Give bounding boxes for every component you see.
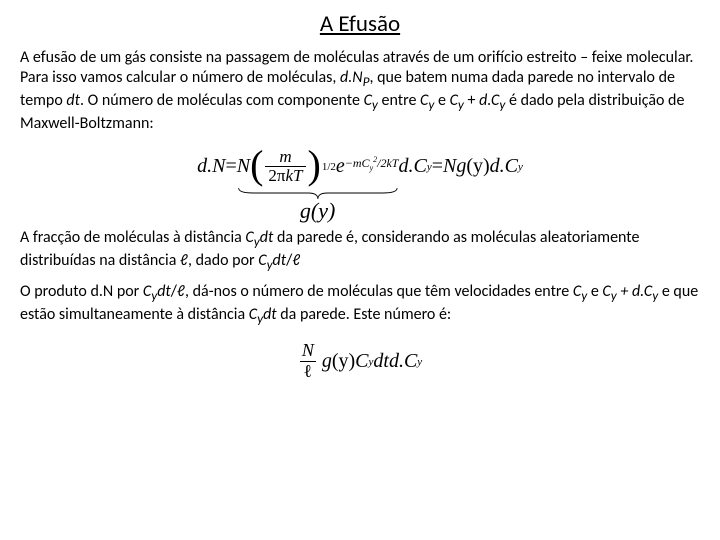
- p3-dt1: dt: [260, 228, 274, 247]
- paragraph-1: A efusão de um gás consiste na passagem …: [20, 48, 700, 134]
- p3-c1: C: [245, 228, 253, 247]
- eq1-frac-num: m: [276, 148, 294, 167]
- eq2-C: C: [355, 350, 368, 373]
- eq2-yarg: (y): [332, 350, 355, 373]
- eq1-frac-den: 2πkT: [265, 166, 305, 186]
- eq1-dcy2: d.C: [490, 155, 518, 178]
- equation-2: N ℓ g(y)Cydtd.Cy: [20, 339, 700, 382]
- eq1-eq: =: [225, 155, 236, 178]
- page-title: A Efusão: [20, 10, 700, 38]
- p3-slashl: /ℓ: [286, 251, 300, 270]
- p3a: A fracção de moléculas à distância: [20, 228, 245, 247]
- gy-label: g(y): [237, 198, 399, 224]
- p2-cy1: C: [364, 91, 372, 110]
- p3-c2: C: [258, 251, 266, 270]
- p2-dt: dt: [66, 91, 80, 110]
- eq2-y2: y: [417, 356, 422, 368]
- eq2-N: N: [298, 341, 318, 361]
- p3-dt2: dt: [273, 251, 287, 270]
- equation-1: d.N = N ( m 2πkT ) 1/2 e −mCy2/2kT: [20, 148, 700, 186]
- eq1-eq2: =: [432, 155, 443, 178]
- p2e: e: [434, 91, 449, 110]
- p4a: O produto d.N por: [20, 282, 143, 301]
- eq2-frac: N ℓ: [298, 341, 318, 382]
- p2d: entre: [378, 91, 420, 110]
- p4b: , dá-nos o número de moléculas que têm v…: [185, 282, 573, 301]
- eq1-dcy2-y: y: [518, 161, 523, 173]
- paragraph-4: O produto d.N por Cydt/ℓ, dá-nos o númer…: [20, 282, 700, 328]
- eq1-pow: 1/2: [322, 161, 336, 173]
- p2-dcy: d.C: [479, 91, 499, 110]
- paragraph-3: A fracção de moléculas à distância Cydt …: [20, 228, 700, 274]
- eq1-braced: N ( m 2πkT ) 1/2 e −mCy2/2kT: [237, 148, 399, 186]
- eq1-e: e: [336, 155, 345, 178]
- eq1-underbrace: g(y): [237, 186, 399, 224]
- p2c: . O número de moléculas com componente: [80, 91, 364, 110]
- p1-text: A efusão de um gás consiste na passagem …: [20, 48, 693, 67]
- eq1-yarg: (y): [466, 155, 489, 178]
- p2-dNp: d.N: [340, 68, 363, 87]
- eq1-rparen: ): [308, 147, 321, 183]
- eq2-g: g: [322, 350, 332, 373]
- p2-cy3: C: [450, 91, 458, 110]
- eq1-dcy: d.C: [398, 155, 426, 178]
- eq2-ell: ℓ: [300, 361, 317, 382]
- eq1-exp: −mCy2/2kT: [345, 155, 399, 172]
- eq1-frac: m 2πkT: [265, 148, 305, 186]
- p4c: e: [587, 282, 602, 301]
- p2plus: +: [464, 91, 479, 110]
- eq1-N: N: [237, 155, 250, 178]
- eq1-lhs: d.N: [197, 155, 225, 178]
- p4e: da parede. Este número é:: [277, 305, 452, 324]
- eq2-dtd: dtd.C: [373, 350, 417, 373]
- eq1-Ng: Ng: [443, 155, 466, 178]
- p2a: Para isso vamos calcular o número de mol…: [20, 68, 340, 87]
- eq1-lparen: (: [250, 147, 263, 183]
